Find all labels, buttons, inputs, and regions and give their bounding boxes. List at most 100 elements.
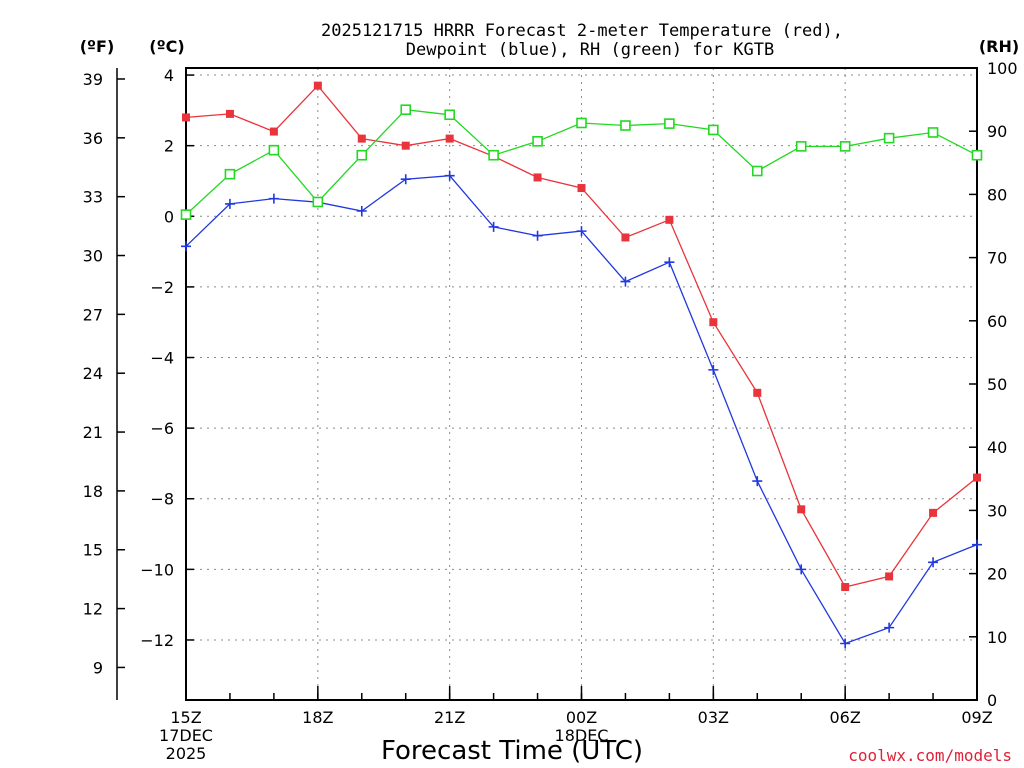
dewpoint-point	[708, 364, 719, 375]
temperature-point	[313, 81, 322, 90]
rh-point	[268, 144, 280, 156]
celsius-tick-label: 4	[164, 66, 174, 85]
chart-title-line2: Dewpoint (blue), RH (green) for KGTB	[406, 40, 774, 60]
fahrenheit-unit-label: (ºF)	[80, 37, 115, 56]
time-tick-label: 18Z	[302, 708, 333, 727]
fahrenheit-tick-label: 9	[93, 658, 103, 677]
rh-tick-label: 100	[987, 59, 1018, 78]
time-tick-label: 06Z	[830, 708, 861, 727]
fahrenheit-tick-label: 21	[83, 423, 103, 442]
rh-tick-label: 80	[987, 185, 1007, 204]
dewpoint-point	[620, 276, 631, 287]
dewpoint-point	[972, 539, 982, 550]
temperature-point	[533, 173, 542, 182]
rh-point	[532, 136, 543, 147]
temperature-point	[797, 505, 806, 514]
dewpoint-point	[181, 241, 191, 252]
time-tick-label: 21Z	[434, 708, 465, 727]
rh-point	[444, 109, 455, 121]
fahrenheit-tick-label: 12	[83, 600, 103, 619]
rh-point	[180, 209, 192, 220]
dewpoint-point	[488, 221, 499, 232]
rh-tick-label: 90	[987, 122, 1007, 141]
dewpoint-point	[532, 230, 543, 241]
rh-tick-label: 40	[987, 438, 1007, 457]
temperature-point	[182, 113, 190, 122]
rh-point	[708, 124, 719, 136]
rh-point	[620, 120, 631, 131]
celsius-axis: 4 2 0 −2 −4 −6 −8 −10 −12	[140, 66, 194, 650]
rh-tick-label: 20	[987, 565, 1007, 584]
rh-point	[400, 104, 412, 116]
time-date-label: 18DEC	[555, 726, 609, 745]
rh-point	[751, 165, 763, 177]
dewpoint-point	[444, 170, 455, 181]
temperature-point	[841, 583, 850, 592]
grid-lines	[186, 68, 977, 700]
rh-point	[664, 118, 675, 129]
temperature-point	[225, 109, 234, 118]
rh-tick-label: 0	[987, 691, 997, 710]
time-tick-label: 09Z	[961, 708, 992, 727]
celsius-tick-label: −6	[150, 419, 174, 438]
chart-title-line1: 2025121715 HRRR Forecast 2-meter Tempera…	[321, 21, 843, 41]
temperature-point	[665, 215, 674, 224]
celsius-tick-label: −12	[140, 631, 174, 650]
temperature-point	[445, 134, 454, 143]
rh-point	[971, 149, 983, 161]
temperature-point	[929, 508, 938, 517]
fahrenheit-tick-label: 33	[83, 188, 103, 207]
x-axis-title: Forecast Time (UTC)	[381, 736, 643, 766]
temperature-point	[709, 318, 718, 327]
temperature-point	[269, 127, 278, 136]
dewpoint-point	[356, 205, 367, 216]
dewpoint-point	[400, 174, 411, 185]
fahrenheit-tick-label: 27	[83, 305, 103, 324]
fahrenheit-tick-label: 18	[83, 482, 103, 501]
fahrenheit-tick-label: 39	[83, 70, 103, 89]
temperature-point	[885, 572, 894, 581]
temperature-point	[621, 233, 630, 242]
rh-point	[927, 127, 939, 138]
time-year-label: 2025	[166, 744, 207, 763]
rh-point	[312, 196, 324, 208]
dewpoint-point	[224, 198, 235, 209]
temperature-point	[401, 141, 410, 150]
celsius-tick-label: −2	[150, 278, 174, 297]
dewpoint-point	[664, 257, 675, 268]
rh-tick-label: 10	[987, 628, 1007, 647]
time-tick-label: 15Z	[170, 708, 201, 727]
rh-point	[883, 132, 895, 144]
series-layer	[180, 81, 983, 649]
fahrenheit-tick-label: 30	[83, 247, 103, 266]
time-date-label: 17DEC	[159, 726, 213, 745]
rh-tick-label: 70	[987, 249, 1007, 268]
temperature-point	[577, 184, 586, 193]
rh-tick-label: 30	[987, 501, 1007, 520]
celsius-tick-label: −10	[140, 560, 174, 579]
temperature-point	[753, 388, 762, 397]
temperature-point	[973, 473, 981, 482]
credit-text: coolwx.com/models	[848, 746, 1012, 765]
fahrenheit-axis: 39 36 33 30 27 24 21 18 15 12 9	[83, 70, 125, 677]
celsius-tick-label: −8	[150, 490, 174, 509]
rh-point	[488, 149, 499, 161]
temperature-point	[357, 134, 366, 143]
dewpoint-point	[884, 622, 895, 633]
rh-tick-label: 50	[987, 375, 1007, 394]
rh-unit-label: (RH)	[979, 37, 1019, 56]
rh-point	[576, 117, 587, 129]
dewpoint-point	[268, 193, 279, 204]
fahrenheit-tick-label: 15	[83, 541, 103, 560]
fahrenheit-tick-label: 36	[83, 129, 103, 148]
dewpoint-point	[796, 564, 807, 575]
dewpoint-point	[928, 557, 939, 568]
rh-point	[795, 141, 807, 152]
celsius-unit-label: (ºC)	[149, 37, 184, 56]
rh-point	[356, 149, 368, 161]
celsius-tick-label: 0	[164, 207, 174, 226]
dewpoint-point	[576, 226, 587, 237]
dewpoint-point	[840, 638, 851, 649]
